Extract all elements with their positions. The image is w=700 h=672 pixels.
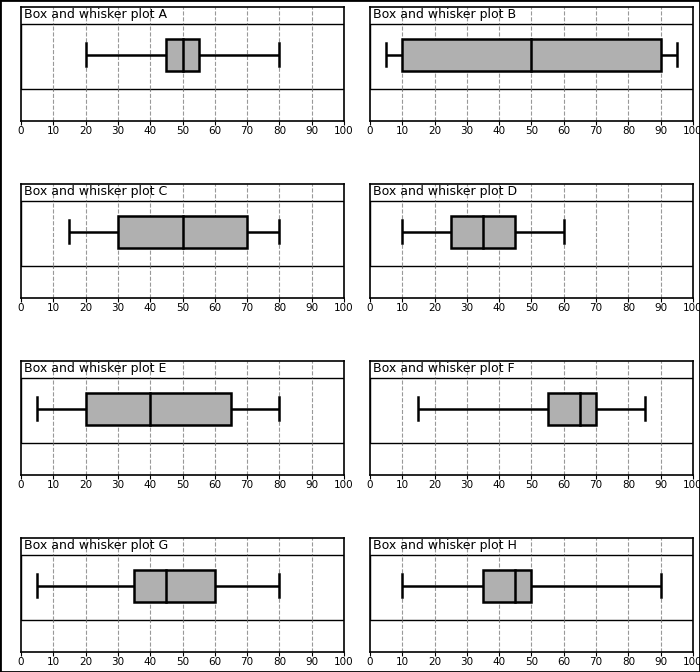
Text: Box and whisker plot D: Box and whisker plot D [373, 185, 517, 198]
Bar [483, 570, 531, 601]
Text: Box and whisker plot A: Box and whisker plot A [25, 8, 167, 21]
Bar [547, 392, 596, 425]
Text: Box and whisker plot C: Box and whisker plot C [25, 185, 167, 198]
Text: Box and whisker plot B: Box and whisker plot B [373, 8, 517, 21]
Bar [370, 201, 693, 266]
Bar [370, 378, 693, 443]
Text: Box and whisker plot H: Box and whisker plot H [373, 539, 517, 552]
Text: Box and whisker plot F: Box and whisker plot F [373, 362, 514, 375]
Bar [134, 570, 215, 601]
Bar [402, 39, 661, 71]
Bar [167, 39, 199, 71]
Bar [370, 555, 693, 620]
Bar [21, 201, 344, 266]
Bar [451, 216, 515, 248]
Bar [21, 378, 344, 443]
Bar [21, 555, 344, 620]
Bar [85, 392, 231, 425]
Bar [118, 216, 247, 248]
Bar [370, 24, 693, 89]
Bar [21, 24, 344, 89]
Text: Box and whisker plot G: Box and whisker plot G [25, 539, 169, 552]
Text: Box and whisker plot E: Box and whisker plot E [25, 362, 167, 375]
